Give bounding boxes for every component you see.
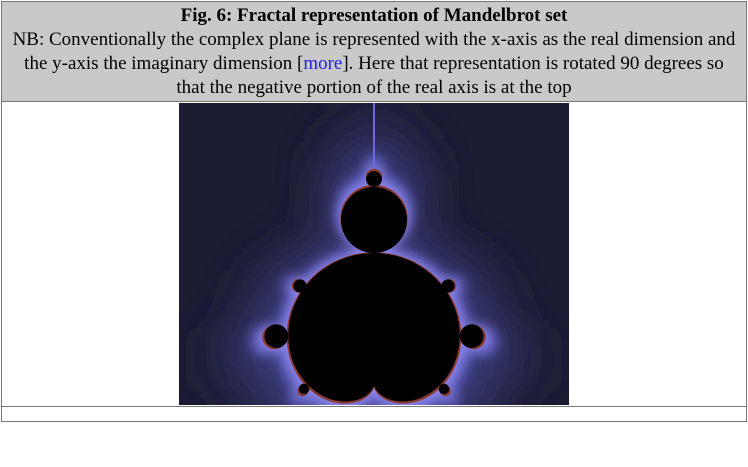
- mandelbrot-image: [179, 103, 569, 405]
- figure-title: Fig. 6: Fractal representation of Mandel…: [8, 4, 740, 28]
- empty-cell: [2, 407, 747, 422]
- image-cell: [2, 102, 747, 407]
- more-link[interactable]: more: [303, 53, 342, 74]
- figure-table: Fig. 6: Fractal representation of Mandel…: [1, 1, 747, 422]
- caption-cell: Fig. 6: Fractal representation of Mandel…: [2, 2, 747, 102]
- figure-note: NB: Conventionally the complex plane is …: [8, 28, 740, 100]
